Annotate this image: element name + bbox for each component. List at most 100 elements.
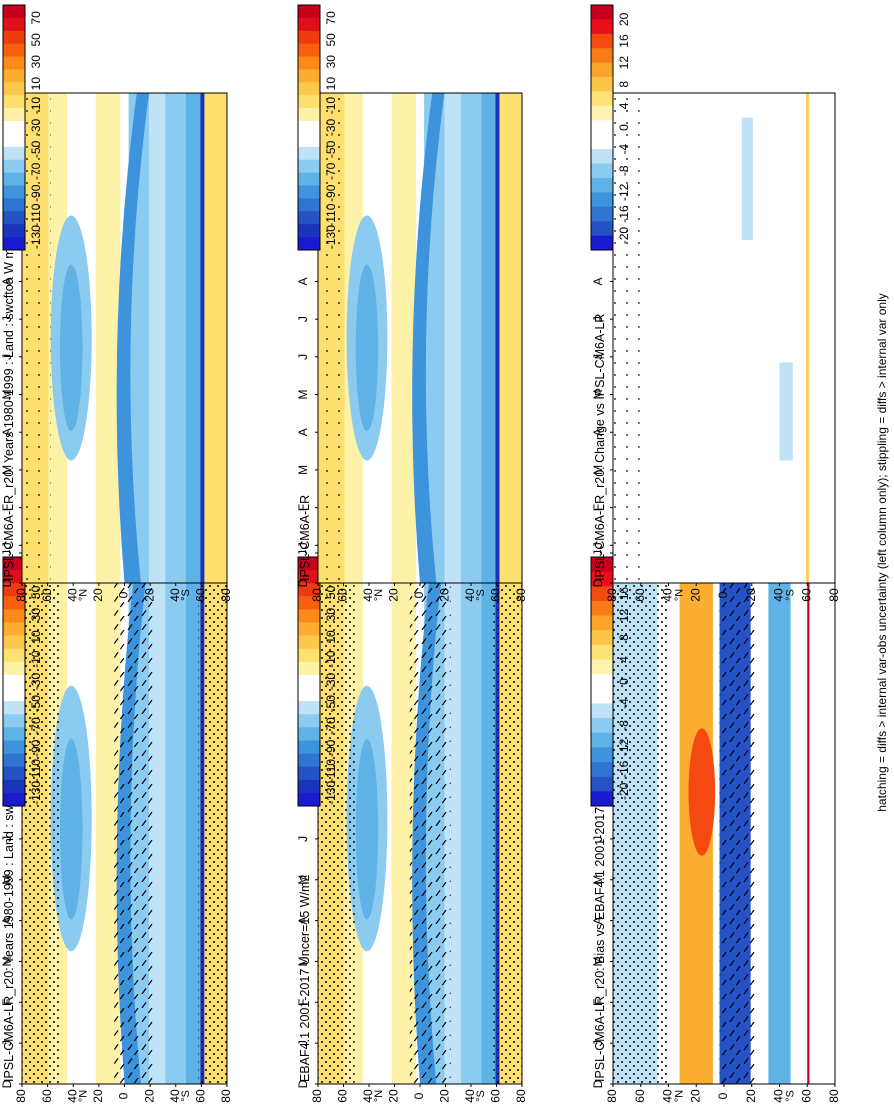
colorbar-swatch (3, 714, 25, 728)
band-antarctic (204, 93, 227, 583)
stippling-overlay-s (493, 553, 522, 1084)
lat-label: 20 (744, 588, 758, 602)
panel-4: DJFMAMJJASONDJ80604020020406080°N°SIPSL-… (296, 4, 528, 602)
month-label: D (591, 1079, 605, 1088)
month-label: M (296, 875, 310, 885)
band-storm-track (200, 93, 205, 583)
colorbar-swatch (298, 570, 320, 584)
panel-5: DJFMAMJJASONDJ80604020020406080°N°SIPSL-… (590, 550, 841, 1103)
colorbar-swatch (591, 747, 613, 763)
colorbar-label: -50 (324, 695, 338, 713)
colorbar-swatch (3, 661, 25, 676)
colorbar-label: -110 (29, 203, 43, 226)
colorbar-swatch (591, 791, 613, 807)
colorbar-swatch (298, 198, 320, 212)
colorbar-swatch (591, 105, 613, 121)
band-subtropic-n (95, 93, 121, 583)
colorbar-label: -10 (324, 650, 338, 668)
month-label: A (0, 277, 14, 285)
month-label: M (591, 956, 605, 966)
lat-label: 0 (716, 591, 730, 598)
lat-label: 40 (65, 1089, 79, 1103)
colorbar-swatch (591, 48, 613, 63)
month-label: A (296, 917, 310, 925)
lat-label: 60 (40, 1089, 54, 1103)
lat-unit-south: °S (785, 589, 797, 601)
month-label: A (296, 428, 310, 436)
colorbar-swatch (298, 557, 320, 571)
colorbar-label: -90 (29, 739, 43, 757)
colorbar-label: -90 (29, 184, 43, 202)
lat-label: 20 (438, 588, 452, 602)
colorbar-label: -4 (617, 143, 631, 154)
colorbar-frame (297, 4, 321, 251)
colorbar-frame (2, 556, 26, 807)
colorbar-label: -8 (617, 165, 631, 176)
colorbar-swatch (298, 146, 320, 161)
lat-label: 40 (168, 588, 182, 602)
month-label: A (591, 917, 605, 925)
stippling-overlay-s (198, 553, 227, 1084)
colorbar-swatch (3, 557, 25, 571)
month-label: M (0, 465, 14, 475)
band-midlat-s (460, 553, 482, 1084)
lat-label: 80 (514, 588, 528, 602)
colorbar-swatch (591, 177, 613, 193)
lat-label: 80 (219, 1089, 233, 1103)
colorbar-label: -10 (324, 97, 338, 115)
month-label: A (591, 277, 605, 285)
colorbar-label: 0 (617, 124, 631, 131)
colorbar-swatch (3, 570, 25, 584)
month-label: D (591, 578, 605, 587)
lat-unit-south: °S (475, 1090, 487, 1102)
colorbar-swatch (298, 688, 320, 702)
band-subtropic-s (444, 93, 461, 583)
colorbar: 70 50 30 10 -10 -30 -50 -70 -90-110-130 (2, 4, 43, 251)
colorbar-swatch (298, 701, 320, 715)
colorbar-swatch (591, 62, 613, 78)
colorbar-label: -50 (324, 140, 338, 158)
colorbar-label: 16 (617, 34, 631, 48)
lat-label: 80 (310, 1089, 324, 1103)
colorbar-swatch (3, 185, 25, 199)
hatching-overlay (409, 553, 451, 1084)
stippling-overlay (613, 93, 640, 583)
colorbar-swatch (3, 95, 25, 109)
month-label: J (0, 550, 14, 556)
lat-label: 40 (772, 588, 786, 602)
colorbar-label: -10 (29, 97, 43, 115)
lat-label: 80 (827, 1089, 841, 1103)
colorbar-swatch (298, 43, 320, 57)
stippling-overlay (318, 93, 347, 583)
colorbar-label: 30 (29, 55, 43, 69)
colorbar-swatch (298, 609, 320, 623)
lat-label: 40 (772, 1089, 786, 1103)
colorbar-label: -110 (324, 759, 338, 782)
band-subtropic-n (391, 93, 416, 583)
colorbar-swatch (3, 108, 25, 122)
colorbar-label: -20 (617, 227, 631, 245)
lat-label: 60 (489, 588, 503, 602)
colorbar-swatch (298, 727, 320, 741)
colorbar-label: 50 (324, 585, 338, 599)
colorbar-swatch (3, 133, 25, 148)
nh-summer-core (355, 264, 379, 432)
lat-label: 40 (661, 588, 675, 602)
colorbar-swatch (591, 33, 613, 49)
colorbar-swatch (591, 630, 613, 646)
colorbar-swatch (3, 609, 25, 623)
month-label: J (0, 836, 14, 842)
colorbar-swatch (591, 163, 613, 179)
stippling-overlay (613, 553, 669, 1084)
colorbar-swatch (591, 644, 613, 660)
colorbar-swatch (591, 571, 613, 587)
colorbar-swatch (3, 121, 25, 135)
colorbar-swatch (298, 237, 320, 251)
colorbar-label: -10 (29, 650, 43, 668)
month-label: J (591, 1040, 605, 1046)
colorbar-swatch (591, 192, 613, 208)
colorbar-label: 4 (617, 656, 631, 663)
lat-unit-north: °N (674, 589, 686, 601)
month-label: M (0, 390, 14, 400)
colorbar-label: -70 (29, 717, 43, 735)
